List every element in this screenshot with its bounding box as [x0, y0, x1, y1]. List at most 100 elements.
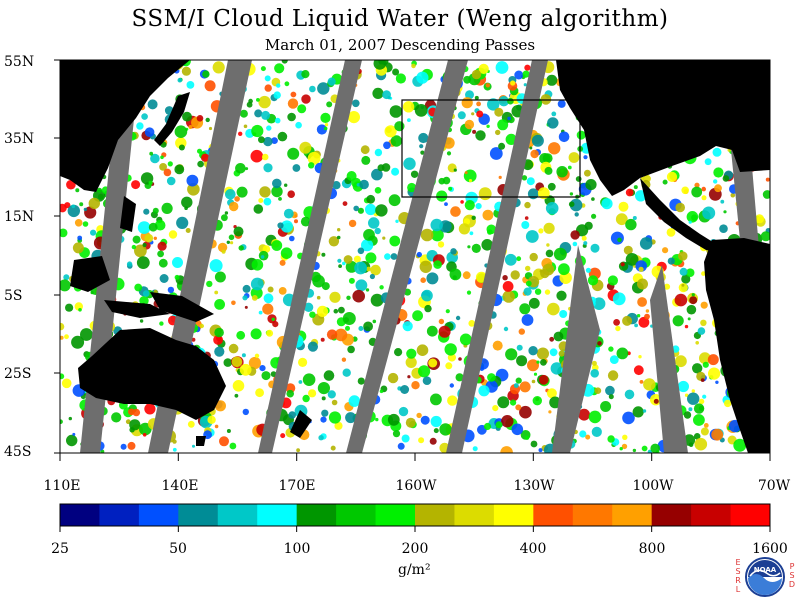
cloud-cell	[516, 256, 522, 262]
colorbar-swatch	[60, 504, 100, 526]
cloud-cell	[323, 370, 335, 381]
cloud-cell	[687, 392, 700, 405]
cloud-cell	[144, 403, 156, 415]
cloud-cell	[522, 70, 530, 78]
cloud-cell	[515, 404, 522, 411]
cloud-cell	[271, 137, 278, 145]
cloud-cell	[234, 196, 240, 202]
cloud-cell	[518, 328, 525, 335]
cloud-cell	[502, 290, 515, 303]
cloud-cell	[684, 393, 689, 397]
cloud-cell	[557, 99, 566, 108]
cloud-cell	[549, 348, 558, 357]
cloud-cell	[239, 109, 248, 118]
cloud-liquid-water-map	[54, 59, 771, 461]
cloud-cell	[141, 113, 148, 120]
cloud-cell	[167, 286, 175, 294]
cloud-cell	[263, 197, 272, 206]
cloud-cell	[318, 435, 324, 441]
cloud-cell	[297, 104, 307, 114]
cloud-cell	[439, 423, 452, 436]
cloud-cell	[420, 150, 425, 155]
cloud-cell	[497, 119, 509, 131]
cloud-cell	[540, 94, 552, 105]
cloud-cell	[74, 219, 83, 227]
cloud-cell	[433, 260, 442, 269]
cloud-cell	[159, 321, 164, 326]
cloud-cell	[663, 283, 671, 290]
cloud-cell	[724, 399, 732, 408]
cloud-cell	[445, 309, 450, 314]
cloud-cell	[78, 308, 82, 312]
landmass	[150, 292, 214, 322]
colorbar-label-100: 100	[283, 541, 311, 557]
lat-label-5s: 5S	[4, 288, 23, 304]
cloud-cell	[547, 117, 559, 129]
cloud-cell	[136, 122, 144, 130]
landmass	[196, 436, 206, 446]
cloud-cell	[270, 371, 277, 377]
cloud-cell	[487, 98, 500, 111]
cloud-cell	[610, 231, 624, 245]
cloud-cell	[536, 347, 550, 360]
cloud-cell	[248, 356, 261, 370]
cloud-cell	[546, 74, 558, 86]
cloud-cell	[394, 348, 403, 357]
cloud-cell	[463, 75, 471, 84]
lon-label-130w: 130W	[513, 478, 555, 494]
cloud-cell	[712, 147, 722, 157]
colorbar-swatch	[730, 504, 771, 526]
cloud-cell	[701, 186, 706, 192]
cloud-cell	[524, 201, 531, 209]
cloud-cell	[418, 437, 425, 444]
cloud-cell	[420, 228, 434, 242]
cloud-cell	[578, 408, 590, 421]
cloud-cell	[259, 365, 266, 372]
cloud-cell	[244, 305, 248, 309]
cloud-cell	[686, 211, 699, 223]
cloud-cell	[60, 335, 64, 340]
cloud-cell	[538, 374, 549, 385]
cloud-cell	[666, 228, 676, 237]
cloud-cell	[579, 430, 587, 438]
cloud-cell	[320, 112, 331, 123]
cloud-cell	[618, 201, 629, 212]
cloud-cell	[551, 111, 557, 117]
cloud-cell	[637, 278, 648, 290]
cloud-cell	[405, 356, 417, 368]
cloud-cell	[229, 442, 237, 450]
colorbar-swatch	[612, 504, 653, 526]
cloud-cell	[214, 424, 219, 429]
cloud-cell	[544, 166, 553, 175]
cloud-cell	[567, 165, 572, 170]
cloud-cell	[430, 415, 442, 428]
cloud-cell	[472, 446, 478, 452]
cloud-cell	[361, 155, 371, 165]
cloud-cell	[600, 401, 612, 412]
cloud-cell	[250, 277, 264, 291]
cloud-cell	[309, 85, 316, 93]
cloud-cell	[407, 118, 411, 122]
cloud-cell	[590, 369, 599, 378]
cloud-cell	[531, 379, 536, 384]
cloud-cell	[137, 221, 151, 235]
cloud-cell	[478, 187, 492, 201]
cloud-cell	[607, 435, 615, 443]
cloud-cell	[675, 355, 687, 368]
colorbar-swatch	[336, 504, 377, 526]
cloud-cell	[733, 438, 747, 452]
cloud-cell	[212, 61, 225, 74]
cloud-cell	[591, 213, 597, 219]
cloud-cell	[321, 396, 326, 401]
cloud-cell	[294, 219, 298, 224]
cloud-cell	[585, 267, 592, 273]
cloud-cell	[431, 228, 444, 242]
cloud-cell	[188, 125, 193, 129]
cloud-cell	[168, 230, 178, 239]
swath-gap	[650, 265, 688, 453]
cloud-cell	[317, 82, 330, 95]
cloud-cell	[531, 134, 544, 147]
cloud-cell	[234, 393, 239, 398]
cloud-cell	[678, 251, 688, 261]
cloud-cell	[637, 297, 647, 307]
